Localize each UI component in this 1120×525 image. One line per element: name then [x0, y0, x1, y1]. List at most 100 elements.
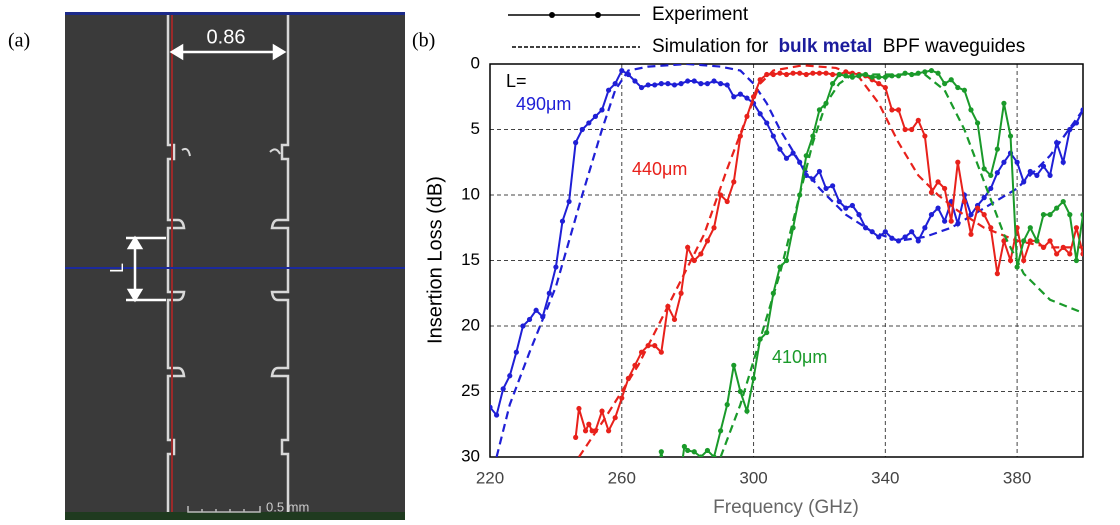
data-point — [968, 231, 974, 237]
data-point — [1021, 179, 1027, 185]
data-point — [935, 70, 941, 76]
data-point — [915, 238, 921, 244]
data-point — [856, 212, 862, 218]
data-point — [981, 212, 987, 218]
y-tick-label: 30 — [461, 446, 480, 465]
data-point — [658, 449, 664, 455]
data-point — [783, 71, 790, 78]
data-point — [685, 78, 691, 84]
y-tick-label: 20 — [461, 315, 480, 334]
data-point — [909, 229, 915, 235]
data-point — [777, 70, 783, 76]
data-point — [955, 159, 961, 165]
data-point — [1047, 172, 1053, 178]
annotation: 440μm — [632, 159, 687, 179]
data-point — [606, 428, 612, 434]
data-point — [836, 198, 842, 205]
data-point — [1007, 133, 1014, 139]
data-point — [869, 74, 875, 80]
data-point — [1054, 205, 1060, 211]
data-point — [843, 73, 849, 79]
data-point — [553, 264, 559, 270]
data-point — [592, 428, 599, 434]
data-point — [540, 314, 546, 320]
data-point — [810, 133, 816, 139]
data-point — [526, 316, 533, 323]
data-point — [665, 81, 671, 87]
data-point — [632, 78, 638, 84]
data-point — [797, 70, 803, 76]
data-point — [645, 343, 651, 349]
legend-text: Simulation for — [652, 36, 769, 57]
data-point — [599, 107, 605, 113]
data-point — [513, 349, 519, 355]
data-point — [718, 192, 724, 198]
data-point — [599, 408, 605, 414]
data-point — [698, 81, 704, 87]
data-point — [928, 212, 935, 218]
x-tick-label: 300 — [739, 468, 767, 487]
data-point — [902, 126, 908, 133]
data-point — [1001, 100, 1007, 106]
data-point — [856, 73, 862, 79]
data-point — [619, 395, 625, 401]
data-point — [652, 82, 658, 88]
data-point — [724, 82, 730, 88]
data-point — [592, 113, 599, 119]
data-point — [955, 221, 961, 227]
data-point — [994, 170, 1000, 176]
y-tick-label: 15 — [461, 250, 480, 269]
data-point — [783, 257, 790, 264]
data-point — [902, 70, 908, 76]
data-point — [1073, 225, 1080, 231]
annotation: L= — [506, 71, 527, 91]
data-point — [1034, 172, 1040, 178]
x-axis-label: Frequency (GHz) — [713, 497, 859, 518]
data-point — [1040, 163, 1047, 169]
data-point — [750, 375, 757, 381]
data-point — [803, 153, 809, 159]
data-point — [803, 71, 809, 78]
data-point — [1054, 251, 1060, 257]
data-point — [948, 77, 954, 83]
data-point — [757, 336, 763, 342]
data-point — [823, 70, 829, 76]
data-point — [994, 271, 1000, 277]
data-point — [691, 257, 697, 264]
data-point — [698, 454, 704, 457]
data-point — [876, 234, 882, 240]
data-point — [942, 218, 948, 224]
data-point — [625, 71, 631, 78]
data-point — [1067, 251, 1073, 257]
data-point — [691, 78, 697, 84]
data-point — [731, 94, 737, 100]
y-tick-label: 10 — [461, 184, 480, 203]
x-tick-label: 340 — [871, 468, 899, 487]
data-point — [836, 71, 842, 78]
data-point — [586, 120, 592, 126]
simulation-line — [719, 73, 1083, 457]
data-point — [757, 111, 763, 117]
data-point — [678, 81, 684, 87]
y-tick-label: 0 — [471, 53, 480, 72]
data-point — [770, 71, 776, 78]
data-point — [922, 133, 928, 139]
data-point — [655, 468, 660, 473]
experiment-line — [574, 70, 1083, 438]
data-point — [625, 375, 631, 381]
data-point — [974, 120, 981, 126]
data-point — [698, 251, 704, 257]
simulation-line — [495, 64, 1083, 457]
data-point — [1080, 212, 1083, 218]
data-point — [889, 107, 895, 113]
data-point — [849, 202, 855, 209]
data-point — [928, 67, 935, 74]
data-point — [895, 238, 902, 244]
data-point — [652, 343, 658, 349]
data-point — [1067, 212, 1073, 218]
data-point — [724, 402, 730, 408]
data-point — [1073, 120, 1080, 126]
data-point — [724, 198, 730, 205]
data-point — [582, 428, 589, 434]
y-tick-label: 5 — [471, 119, 480, 138]
